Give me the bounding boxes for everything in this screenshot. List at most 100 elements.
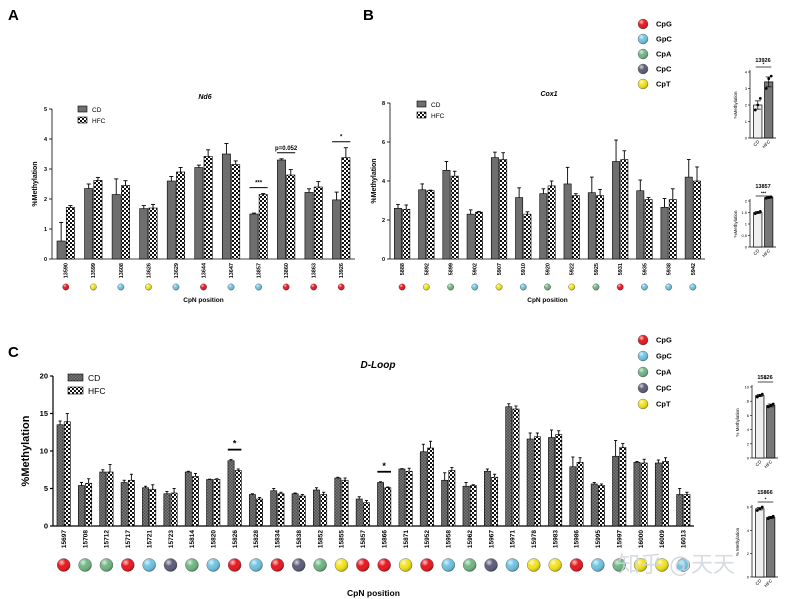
bar-hfc xyxy=(127,479,135,527)
data-point xyxy=(769,74,773,78)
cpn-marker-shade xyxy=(399,558,413,572)
x-tick-label: 15826 xyxy=(232,530,239,548)
bar-hfc xyxy=(668,199,677,260)
data-point xyxy=(755,509,759,512)
cpn-marker-shade xyxy=(641,283,648,291)
bar-cd xyxy=(490,157,499,260)
bar-cd xyxy=(248,494,256,527)
bar-cd xyxy=(221,153,231,260)
significance-label: * xyxy=(233,439,237,449)
x-tick-label: 13857 xyxy=(257,263,263,278)
inset-title: 13857 xyxy=(755,184,770,190)
cpn-marker-shade xyxy=(665,283,672,291)
data-point xyxy=(760,392,764,396)
cpn-marker-shade xyxy=(313,558,327,572)
bar-hfc xyxy=(65,207,75,260)
bar-hfc xyxy=(620,159,629,260)
legend-swatch-cd xyxy=(77,105,88,113)
y-tick-label: 0 xyxy=(44,522,48,531)
y-tick-label: 4 xyxy=(44,137,48,143)
cpn-marker-shade xyxy=(334,558,348,572)
bar-hfc xyxy=(176,171,186,260)
bar-hfc xyxy=(450,175,459,260)
cpn-marker-shade xyxy=(495,283,503,291)
x-tick-label: 15978 xyxy=(531,530,538,548)
bar-cd xyxy=(227,460,235,527)
cpn-marker-shade xyxy=(484,558,498,572)
legend-swatch-hfc xyxy=(416,111,427,119)
data-point xyxy=(769,516,773,519)
data-point xyxy=(769,404,773,407)
y-tick-label: 10 xyxy=(745,385,750,390)
nucleotide-legend-top: CpG GpC CpA CpC CpT xyxy=(637,18,672,90)
x-tick-label: 15871 xyxy=(403,530,410,548)
bar-cd xyxy=(462,485,470,527)
panel-label-a: A xyxy=(8,7,19,24)
bar-cd xyxy=(142,487,149,527)
y-tick-label: 4 xyxy=(747,528,750,533)
x-tick-label: 15828 xyxy=(253,530,260,548)
bar-hfc xyxy=(533,436,541,527)
bar-hfc xyxy=(231,164,241,260)
bar-hfc xyxy=(499,159,508,260)
legend-label-cd: CD xyxy=(92,107,102,114)
y-tick-label: 8 xyxy=(747,399,750,404)
bar-hfc xyxy=(63,421,71,527)
x-tick-label: 15866 xyxy=(381,530,388,548)
legend-swatch-hfc xyxy=(77,116,88,124)
bar-cd xyxy=(184,471,192,527)
cpn-marker-shade xyxy=(90,283,97,291)
x-tick-label: CD xyxy=(752,139,761,148)
data-point xyxy=(753,108,757,112)
x-tick-label: 16013 xyxy=(681,530,688,548)
x-tick-label: 13863 xyxy=(312,263,318,278)
x-tick-label: 5931 xyxy=(618,263,624,275)
data-point xyxy=(767,196,771,199)
cpn-marker-shade xyxy=(527,558,541,572)
inset-title: 15866 xyxy=(757,490,772,496)
x-tick-label: 5910 xyxy=(521,263,527,275)
cpn-marker-shade xyxy=(172,283,180,291)
bar-hfc xyxy=(341,157,351,260)
cpn-marker-shade xyxy=(142,558,156,572)
data-point xyxy=(764,87,768,90)
bar-hfc xyxy=(93,180,103,260)
inset-title: 13926 xyxy=(755,58,770,64)
bar-cd xyxy=(270,490,278,527)
data-point xyxy=(756,211,760,214)
y-tick-label: 1 xyxy=(745,119,748,124)
bar-cd xyxy=(120,482,128,527)
y-tick-label: 6 xyxy=(382,140,385,146)
y-tick-label: 15 xyxy=(40,409,48,418)
bar-hfc xyxy=(286,174,296,260)
cpn-marker-shade xyxy=(62,283,69,291)
data-point xyxy=(755,395,759,399)
bar-hfc xyxy=(313,186,323,260)
bar-cd xyxy=(418,189,427,260)
chart-title: Cox1 xyxy=(540,91,557,98)
x-tick-label: 15857 xyxy=(360,530,367,548)
y-tick-label: 2 xyxy=(44,197,47,203)
y-tick-label: 2 xyxy=(747,551,750,556)
cpn-marker-shade xyxy=(117,283,125,291)
legend-ball-cpg-shade xyxy=(638,335,648,345)
bar-hfc xyxy=(571,195,580,260)
bar-hfc xyxy=(277,493,285,527)
y-tick-label: 0 xyxy=(747,456,750,461)
cpn-marker-shade xyxy=(569,558,583,572)
data-point xyxy=(756,103,760,107)
bar-cd xyxy=(526,438,534,527)
bar-cd xyxy=(139,208,149,260)
legend-ball-cpc-shade xyxy=(638,64,648,74)
nucleotide-legend-bottom: CpG GpC CpA CpC CpT xyxy=(637,334,672,410)
significance-label: * xyxy=(382,461,386,471)
legend-swatch-hfc xyxy=(67,386,84,395)
cpn-marker-shade xyxy=(227,283,235,291)
cpn-marker-shade xyxy=(520,283,527,291)
bar-hfc xyxy=(555,434,563,527)
inset-13926: 13926 0 1 2 3 4 %Methylation CD HFC * xyxy=(733,58,776,149)
data-point xyxy=(758,97,762,100)
x-tick-label: 15855 xyxy=(339,530,346,548)
watermark: 知乎 @天天 xyxy=(618,553,735,578)
x-tick-label: CD xyxy=(754,459,763,468)
